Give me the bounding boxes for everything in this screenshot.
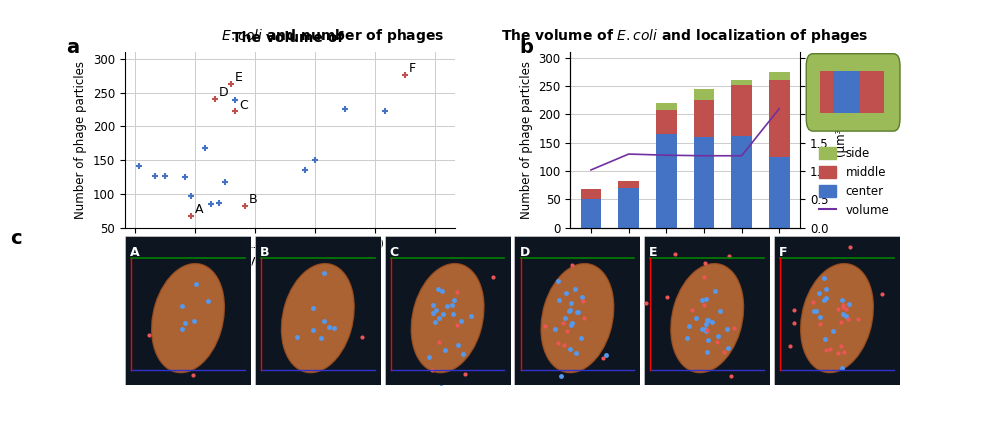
Text: b: b (520, 38, 534, 57)
Point (227, 108, 243, 115)
Legend: side, middle, center, volume: side, middle, center, volume (814, 142, 894, 222)
Bar (618, 188, 639, 228)
Bar (656, 134, 677, 228)
Bar (731, 85, 752, 136)
Text: F: F (779, 246, 788, 259)
Text: F: F (409, 62, 416, 75)
Text: A: A (130, 246, 140, 259)
Point (227, 97, 243, 103)
Text: E: E (649, 246, 658, 259)
Bar (581, 200, 601, 228)
Ellipse shape (801, 264, 873, 373)
Text: a: a (66, 38, 79, 57)
Bar (731, 80, 752, 85)
Bar (769, 80, 790, 157)
Bar (694, 100, 714, 137)
Point (177, 174, 193, 181)
Ellipse shape (152, 264, 224, 373)
Point (297, 166, 313, 173)
volume (660, 152, 672, 158)
Point (237, 203, 253, 210)
Text: C: C (390, 246, 399, 259)
Point (197, 145, 213, 152)
Text: E: E (235, 71, 243, 84)
Bar (820, 71, 833, 113)
volume (585, 167, 597, 172)
Bar (656, 110, 677, 134)
Point (307, 157, 323, 164)
Point (157, 173, 173, 180)
Point (131, 163, 147, 170)
Text: $\mathit{E.coli}$ and number of phages: $\mathit{E.coli}$ and number of phages (135, 27, 445, 45)
Bar (656, 103, 677, 110)
Text: c: c (10, 229, 22, 249)
Bar (618, 181, 639, 188)
Bar (860, 71, 884, 113)
Point (377, 108, 393, 115)
volume (698, 153, 710, 158)
Point (223, 80, 239, 87)
Ellipse shape (281, 264, 354, 373)
Line: volume: volume (591, 109, 779, 170)
volume (736, 153, 748, 158)
Text: B: B (260, 246, 269, 259)
Point (183, 193, 199, 200)
Ellipse shape (541, 264, 614, 373)
Bar (731, 136, 752, 228)
Point (337, 106, 353, 113)
Point (207, 95, 223, 102)
volume (773, 106, 785, 111)
Text: A: A (195, 203, 203, 216)
Point (217, 178, 233, 185)
Bar (769, 72, 790, 80)
Bar (769, 157, 790, 228)
Bar (581, 189, 601, 200)
Ellipse shape (671, 264, 744, 373)
Point (397, 71, 413, 78)
Text: The volume of $\mathit{E.coli}$ and localization of phages: The volume of $\mathit{E.coli}$ and loca… (501, 27, 869, 45)
Text: D: D (219, 86, 229, 99)
Text: D: D (519, 246, 530, 259)
volume (623, 152, 635, 157)
Y-axis label: Number of phage particles: Number of phage particles (74, 61, 87, 219)
FancyBboxPatch shape (806, 54, 900, 131)
Point (147, 172, 163, 179)
Text: The volume of: The volume of (232, 31, 348, 45)
Point (211, 200, 227, 207)
Point (183, 212, 199, 219)
Y-axis label: Number of phage particles: Number of phage particles (520, 61, 533, 219)
Text: B: B (249, 194, 258, 207)
X-axis label: Volume (μm³): Volume (μm³) (247, 256, 332, 269)
Ellipse shape (411, 264, 484, 373)
Text: C: C (239, 99, 248, 112)
Point (203, 200, 219, 207)
Bar (833, 71, 860, 113)
Bar (694, 137, 714, 228)
Bar (694, 89, 714, 100)
Y-axis label: (μm³): (μm³) (834, 123, 847, 156)
